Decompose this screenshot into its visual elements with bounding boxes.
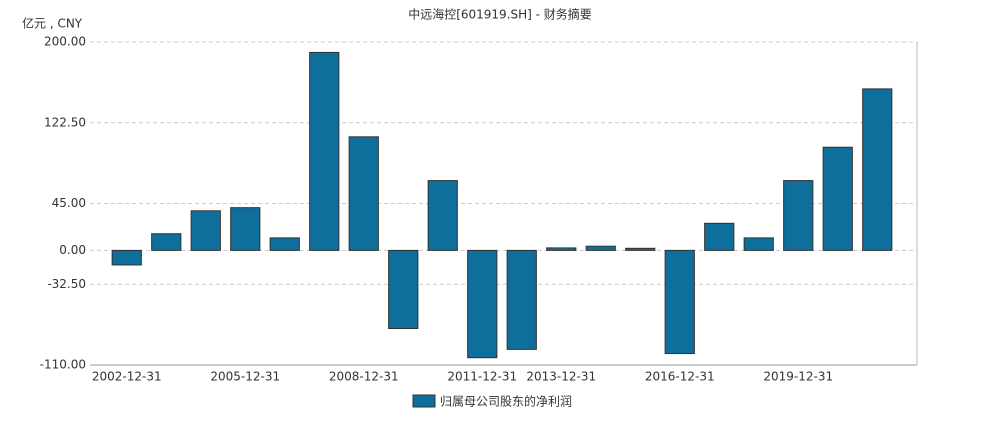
bar [111,249,142,266]
bar [269,237,300,251]
bar [783,180,814,251]
legend-swatch [412,394,436,408]
y-tick-label: 200.00 [44,35,86,49]
bar [151,233,182,251]
x-tick-label: 2016-12-31 [645,370,715,384]
x-tick-label: 2008-12-31 [329,370,399,384]
bar [822,146,853,251]
x-tick-label: 2019-12-31 [763,370,833,384]
bar [743,237,774,251]
bar [427,180,458,251]
bar [348,136,379,251]
y-tick-label: -110.00 [40,358,86,372]
y-tick-label: 45.00 [52,196,86,210]
bar [506,249,537,350]
bar [585,245,616,251]
bar [625,247,656,251]
y-tick-label: 0.00 [59,243,86,257]
y-axis-label: 亿元 , CNY [22,16,83,31]
chart-title: 中远海控[601919.SH] - 财务摘要 [408,7,592,22]
bar [309,51,340,251]
legend-label: 归属母公司股东的净利润 [440,394,572,409]
bar [190,210,221,251]
bar [467,249,498,359]
bar [704,222,735,251]
y-tick-label: 122.50 [44,115,86,129]
y-tick-label: -32.50 [47,277,86,291]
x-tick-label: 2002-12-31 [92,370,162,384]
x-tick-label: 2013-12-31 [526,370,596,384]
bar [546,247,577,251]
bar [664,249,695,355]
x-tick-label: 2011-12-31 [447,370,517,384]
x-tick-label: 2005-12-31 [210,370,280,384]
bar [862,88,893,251]
bar [388,249,419,330]
bar [230,207,261,251]
